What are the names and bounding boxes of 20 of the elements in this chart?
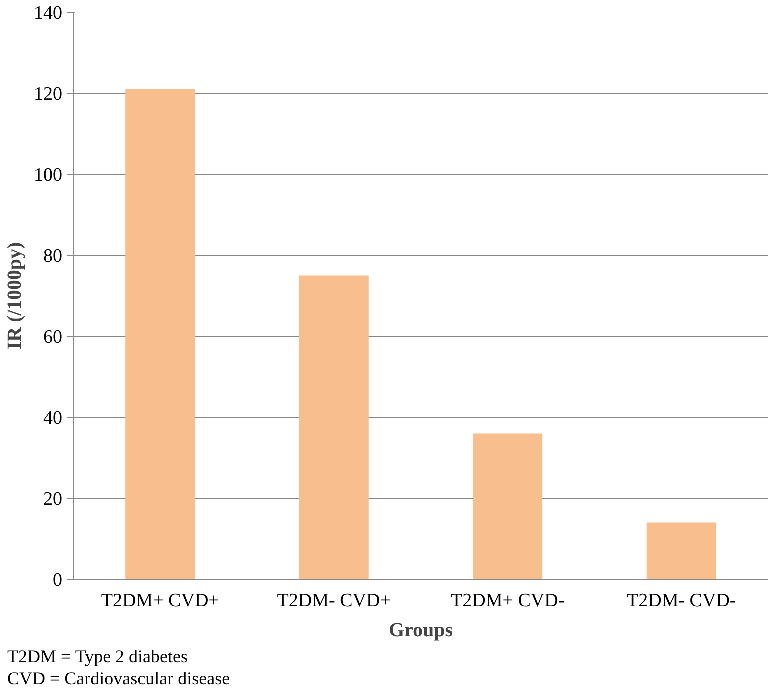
y-tick-label: 40 [44,408,62,429]
bar [299,276,369,580]
y-tick-label: 20 [44,489,62,510]
y-axis-title: IR (/1000py) [4,242,26,350]
y-tick-label: 140 [34,3,62,24]
y-tick-label: 120 [34,84,62,105]
y-tick-label: 80 [44,246,62,267]
x-axis-title: Groups [388,620,454,642]
text: CVD = Cardiovascular disease [8,668,230,688]
x-tick-label: T2DM+ CVD+ [101,590,220,612]
bar [126,89,196,580]
y-tick-label: 100 [34,165,62,186]
x-tick-label: T2DM- CVD+ [277,590,391,612]
bar [646,522,716,580]
text: T2DM = Type 2 diabetes [8,646,188,666]
x-tick-label: T2DM+ CVD- [451,590,565,612]
y-tick-label: 0 [53,570,62,591]
bar [473,434,543,580]
y-tick-label: 60 [44,327,62,348]
x-tick-label: T2DM- CVD- [627,590,736,612]
